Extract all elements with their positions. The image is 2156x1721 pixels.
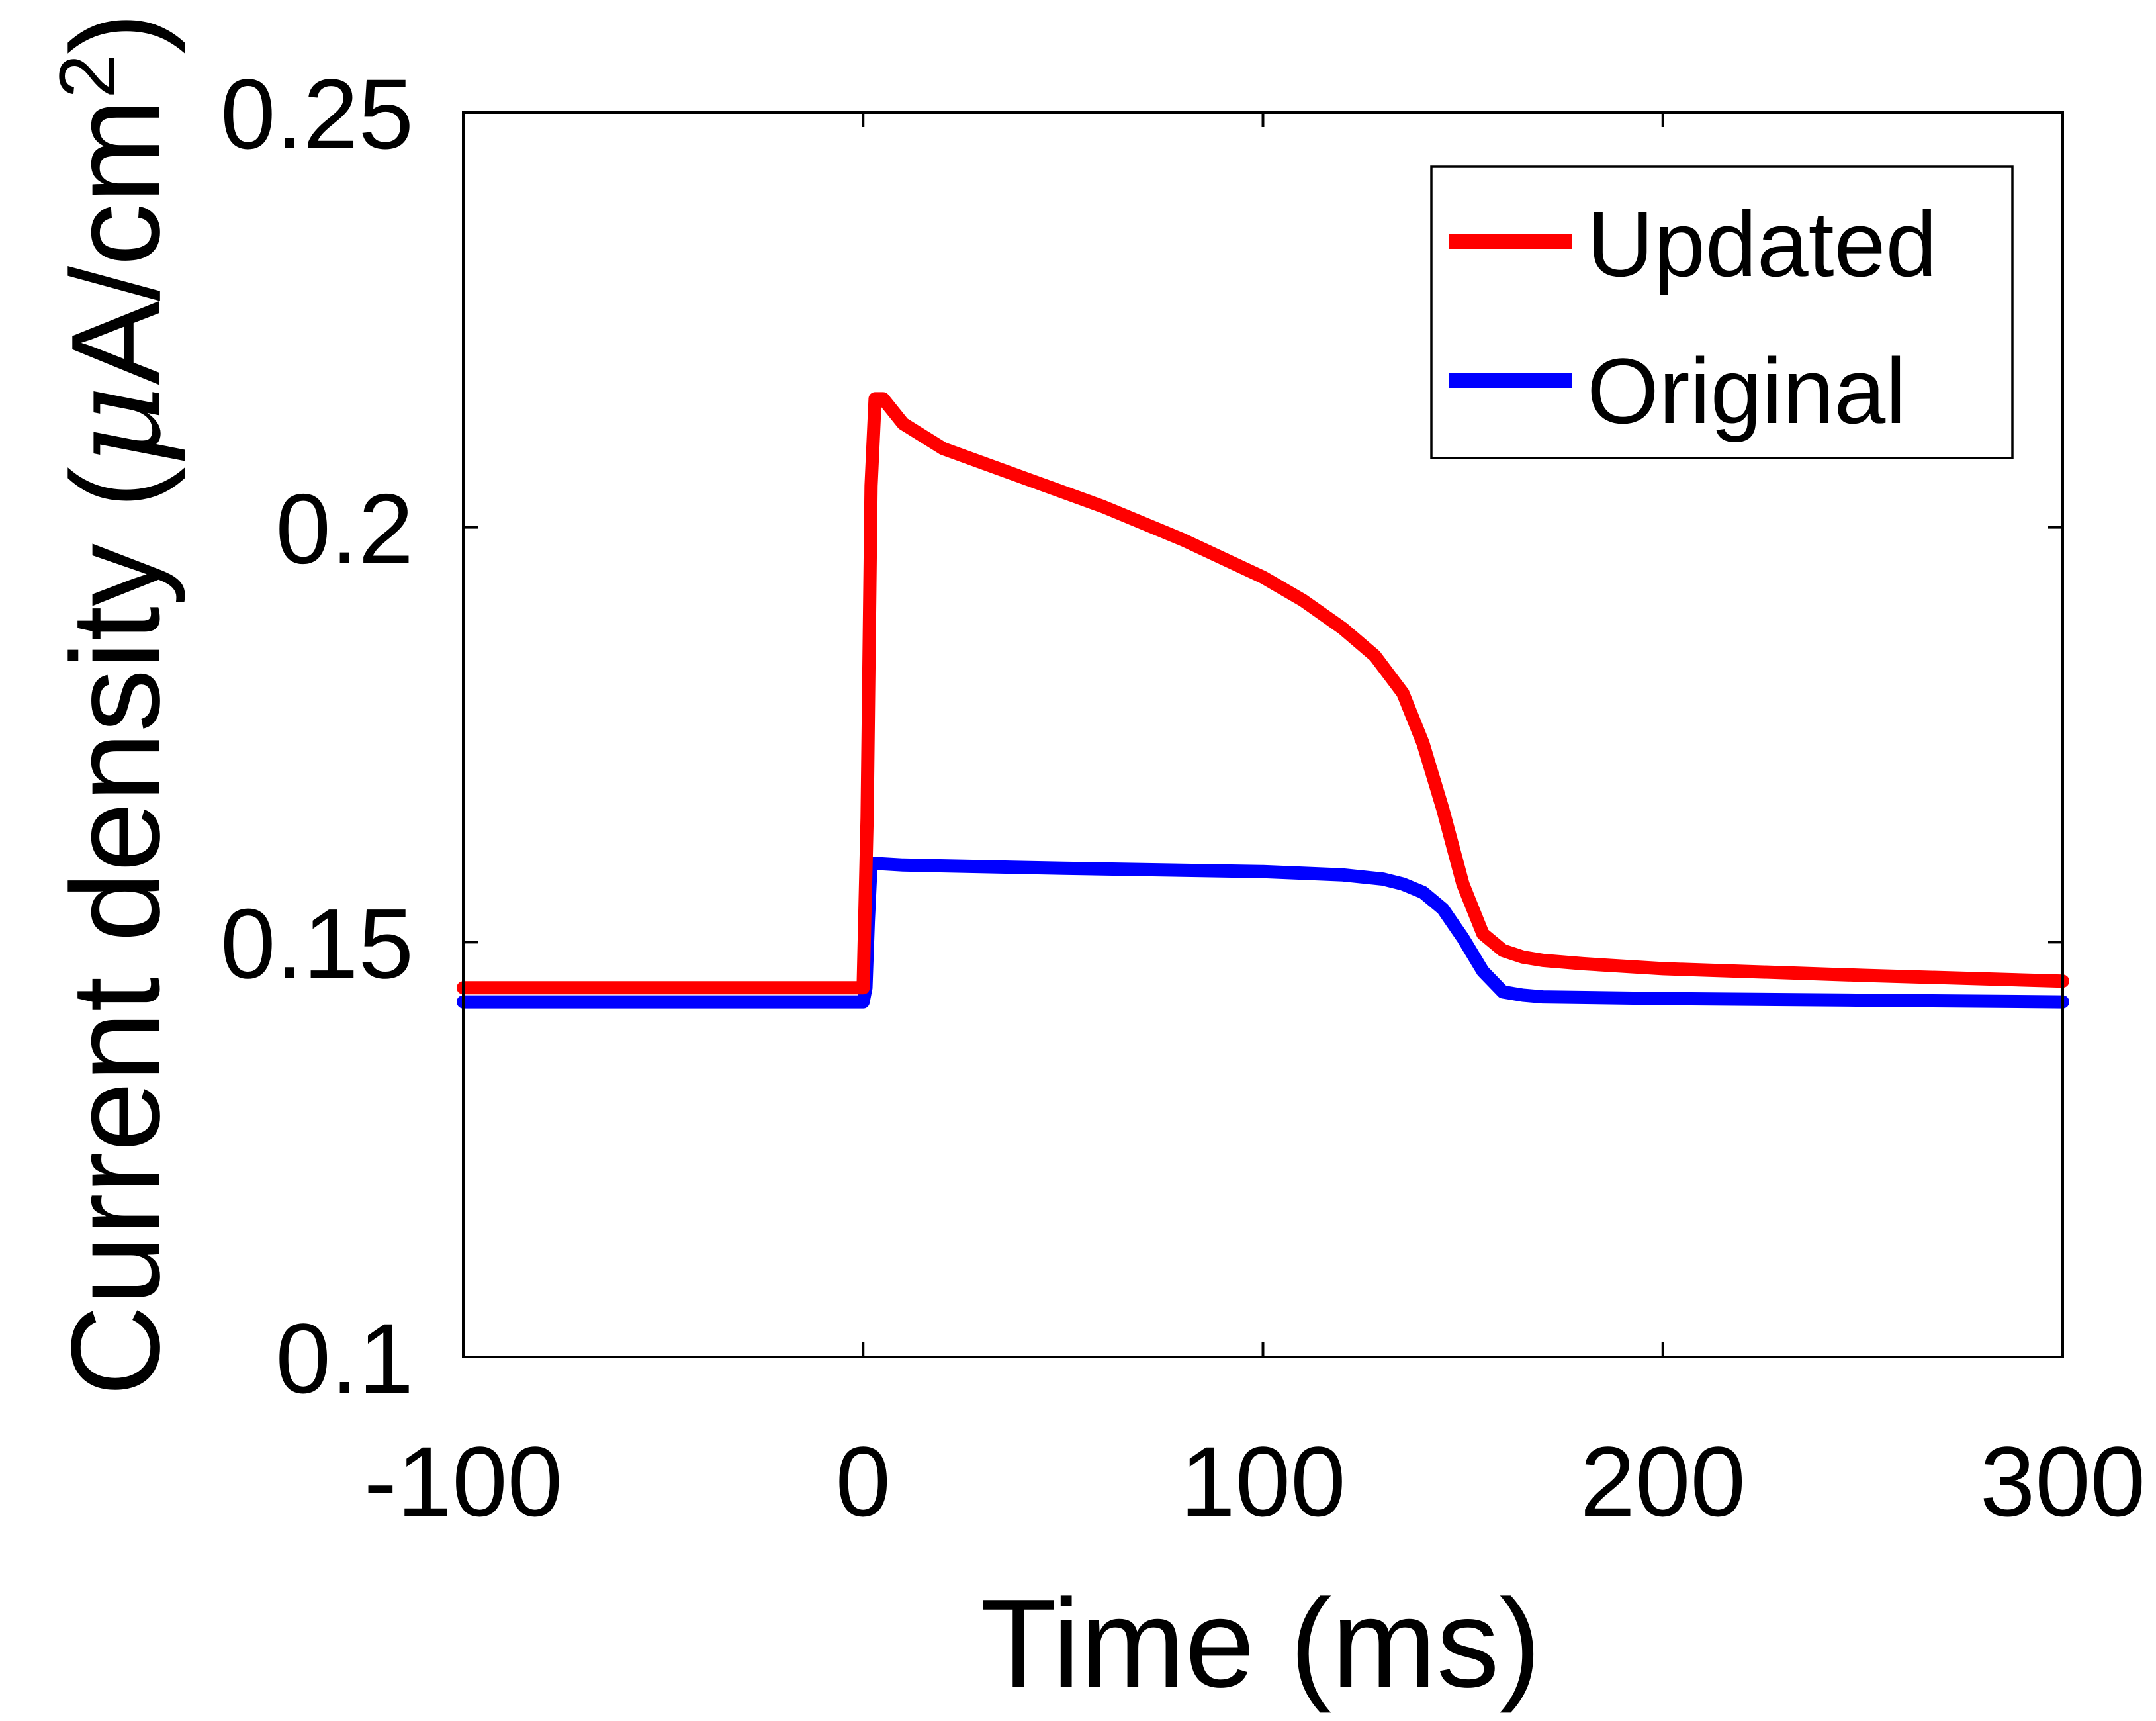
x-tick-label: 0 <box>836 1426 891 1537</box>
legend-label-updated: Updated <box>1587 192 1937 296</box>
series-line-updated <box>457 392 2069 995</box>
y-tick-label: 0.15 <box>220 888 414 999</box>
tick-labels-layer: -100 0 100 200 300 0.1 0.15 0.2 0.25 <box>220 58 2145 1537</box>
ticks-layer <box>462 111 2064 1358</box>
y-axis-label-superscript: 2 <box>43 54 132 99</box>
x-tick-label: 300 <box>1980 1426 2145 1537</box>
x-tick-label: 200 <box>1580 1426 1746 1537</box>
legend: Updated Original <box>1430 165 2014 459</box>
series-layer <box>457 392 2069 1009</box>
y-tick-label: 0.25 <box>220 58 414 169</box>
y-axis-label-main: Current density ( <box>46 467 186 1396</box>
y-tick-label: 0.2 <box>275 473 414 584</box>
plot-area <box>457 111 2069 1358</box>
y-axis-label-mu: μ <box>42 385 189 466</box>
x-tick-label: -100 <box>364 1426 562 1537</box>
x-tick-label: 100 <box>1180 1426 1345 1537</box>
y-axis-label-close: ) <box>46 13 186 54</box>
y-tick-label: 0.1 <box>275 1303 414 1414</box>
x-axis-label: Time (ms) <box>980 1573 1541 1714</box>
y-axis-label: Current density (μA/cm2) <box>42 13 189 1397</box>
legend-box <box>1430 165 2014 459</box>
y-axis-label-unit: A/cm <box>46 99 186 385</box>
legend-label-original: Original <box>1587 339 1906 443</box>
